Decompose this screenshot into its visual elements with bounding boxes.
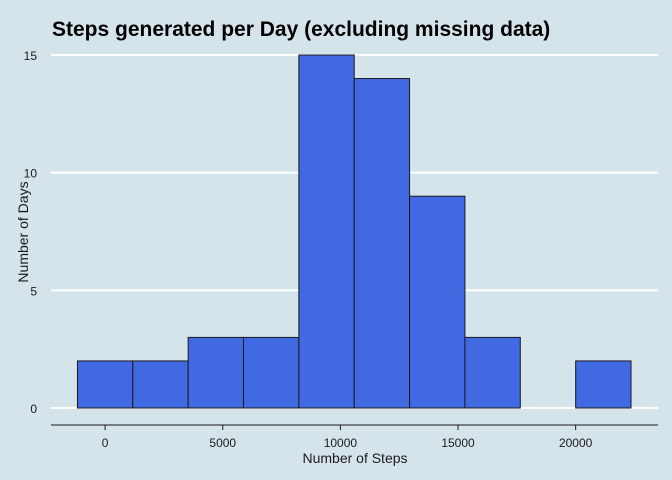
x-tick-label: 0 <box>102 436 109 450</box>
x-axis-ticks: 0 5000 10000 15000 20000 <box>102 425 593 450</box>
histogram-bar-4 <box>242 336 300 409</box>
x-tick-label: 20000 <box>559 436 593 450</box>
histogram-bar-10 <box>575 360 632 409</box>
histogram-bar-8 <box>464 336 521 409</box>
histogram-bar-5 <box>298 54 355 409</box>
y-tick-label: 10 <box>24 167 38 181</box>
y-tick-label: 5 <box>30 284 37 298</box>
y-axis-label: Number of Days <box>15 181 31 282</box>
bars <box>76 54 632 409</box>
histogram-bar-1 <box>76 360 134 409</box>
histogram-bar-3 <box>187 336 244 409</box>
x-tick-label: 15000 <box>441 436 475 450</box>
histogram-bar-2 <box>132 360 189 409</box>
histogram-bar-6 <box>353 78 411 409</box>
x-tick-label: 10000 <box>324 436 358 450</box>
y-tick-label: 15 <box>24 49 38 63</box>
y-tick-label: 0 <box>30 402 37 416</box>
x-tick-label: 5000 <box>209 436 236 450</box>
x-axis-label: Number of Steps <box>302 450 407 466</box>
chart-title: Steps generated per Day (excluding missi… <box>52 18 550 41</box>
histogram-bar-7 <box>409 195 466 409</box>
y-axis-ticks: 0 5 10 15 <box>24 49 38 416</box>
